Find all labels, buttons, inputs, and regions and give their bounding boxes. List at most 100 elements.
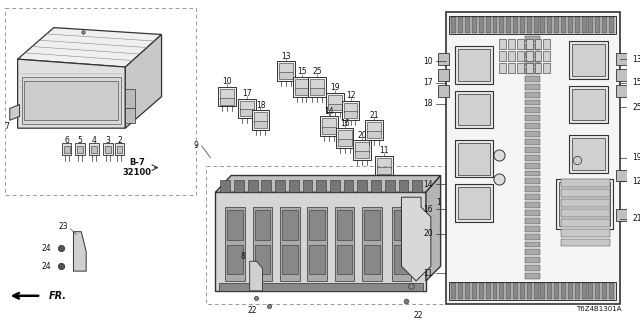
Bar bbox=[336, 128, 353, 148]
Text: 25: 25 bbox=[632, 103, 640, 112]
Bar bbox=[344, 111, 357, 118]
Bar bbox=[399, 180, 408, 192]
Text: 2: 2 bbox=[117, 135, 122, 145]
Bar bbox=[561, 199, 610, 207]
Bar bbox=[24, 81, 118, 120]
Bar bbox=[303, 180, 312, 192]
Bar bbox=[5, 8, 196, 195]
Bar bbox=[554, 17, 559, 33]
Polygon shape bbox=[74, 232, 86, 271]
Text: 21: 21 bbox=[369, 111, 379, 120]
Bar bbox=[465, 17, 470, 33]
Polygon shape bbox=[250, 261, 262, 291]
Bar bbox=[455, 46, 493, 84]
Text: 22: 22 bbox=[248, 306, 257, 315]
Bar bbox=[561, 239, 610, 246]
Bar bbox=[280, 207, 300, 281]
Bar bbox=[561, 17, 566, 33]
Bar bbox=[543, 51, 550, 61]
Bar bbox=[525, 44, 541, 50]
Bar bbox=[220, 98, 234, 105]
Bar bbox=[220, 283, 423, 291]
Bar bbox=[89, 143, 99, 155]
Text: FR.: FR. bbox=[49, 291, 67, 301]
Bar bbox=[76, 143, 85, 155]
Text: 4: 4 bbox=[92, 135, 97, 145]
Bar bbox=[609, 17, 614, 33]
Bar bbox=[252, 110, 269, 130]
Bar bbox=[253, 112, 268, 122]
Bar bbox=[353, 140, 371, 160]
Bar bbox=[479, 283, 484, 299]
Bar bbox=[253, 207, 272, 281]
Bar bbox=[525, 234, 541, 240]
Bar bbox=[261, 180, 271, 192]
Text: 6: 6 bbox=[64, 135, 69, 145]
Bar bbox=[525, 92, 541, 98]
Bar bbox=[455, 140, 493, 178]
Bar bbox=[575, 17, 580, 33]
Bar bbox=[458, 187, 490, 219]
Bar bbox=[595, 283, 600, 299]
Bar bbox=[240, 100, 253, 110]
Bar bbox=[588, 17, 593, 33]
Text: 10: 10 bbox=[423, 57, 433, 66]
Bar bbox=[310, 79, 324, 89]
Bar bbox=[375, 156, 393, 175]
Bar bbox=[322, 118, 336, 128]
Bar bbox=[508, 51, 515, 61]
Bar bbox=[238, 99, 255, 118]
Bar bbox=[525, 163, 541, 169]
Bar bbox=[582, 283, 586, 299]
Bar bbox=[355, 142, 369, 152]
Bar bbox=[451, 283, 456, 299]
Bar bbox=[385, 180, 395, 192]
Bar bbox=[525, 250, 541, 255]
Text: 13: 13 bbox=[281, 52, 291, 61]
Bar bbox=[377, 158, 390, 168]
Bar bbox=[547, 17, 552, 33]
Bar bbox=[344, 180, 353, 192]
Bar bbox=[525, 273, 541, 279]
Bar bbox=[289, 180, 299, 192]
Bar bbox=[309, 210, 325, 240]
Text: 15: 15 bbox=[632, 78, 640, 87]
Bar bbox=[569, 41, 608, 79]
Bar bbox=[342, 100, 359, 120]
Bar bbox=[234, 180, 244, 192]
Bar bbox=[279, 63, 292, 73]
Text: 14: 14 bbox=[423, 180, 433, 189]
Bar bbox=[595, 17, 600, 33]
Bar bbox=[458, 49, 490, 81]
Bar bbox=[554, 283, 559, 299]
Bar bbox=[508, 63, 515, 73]
Bar bbox=[367, 122, 381, 132]
Polygon shape bbox=[18, 59, 125, 128]
Text: 11: 11 bbox=[379, 146, 388, 155]
Bar bbox=[357, 180, 367, 192]
Bar bbox=[616, 53, 628, 65]
Bar bbox=[91, 146, 97, 153]
Bar bbox=[525, 242, 541, 247]
Bar bbox=[472, 17, 477, 33]
Bar bbox=[316, 180, 326, 192]
Bar bbox=[394, 210, 410, 240]
Bar bbox=[561, 209, 610, 217]
Bar bbox=[455, 184, 493, 222]
Bar bbox=[472, 283, 477, 299]
Bar bbox=[556, 180, 613, 229]
Bar bbox=[295, 88, 308, 95]
Bar bbox=[338, 139, 351, 146]
Bar bbox=[105, 146, 111, 153]
Text: 16: 16 bbox=[340, 119, 349, 128]
Bar bbox=[526, 39, 532, 49]
Bar bbox=[320, 116, 338, 136]
Bar bbox=[525, 76, 541, 82]
Bar bbox=[534, 51, 541, 61]
Bar bbox=[292, 77, 310, 97]
Bar bbox=[534, 63, 541, 73]
Bar bbox=[517, 39, 524, 49]
Bar bbox=[240, 109, 253, 116]
Bar bbox=[506, 283, 511, 299]
Bar bbox=[438, 69, 449, 81]
